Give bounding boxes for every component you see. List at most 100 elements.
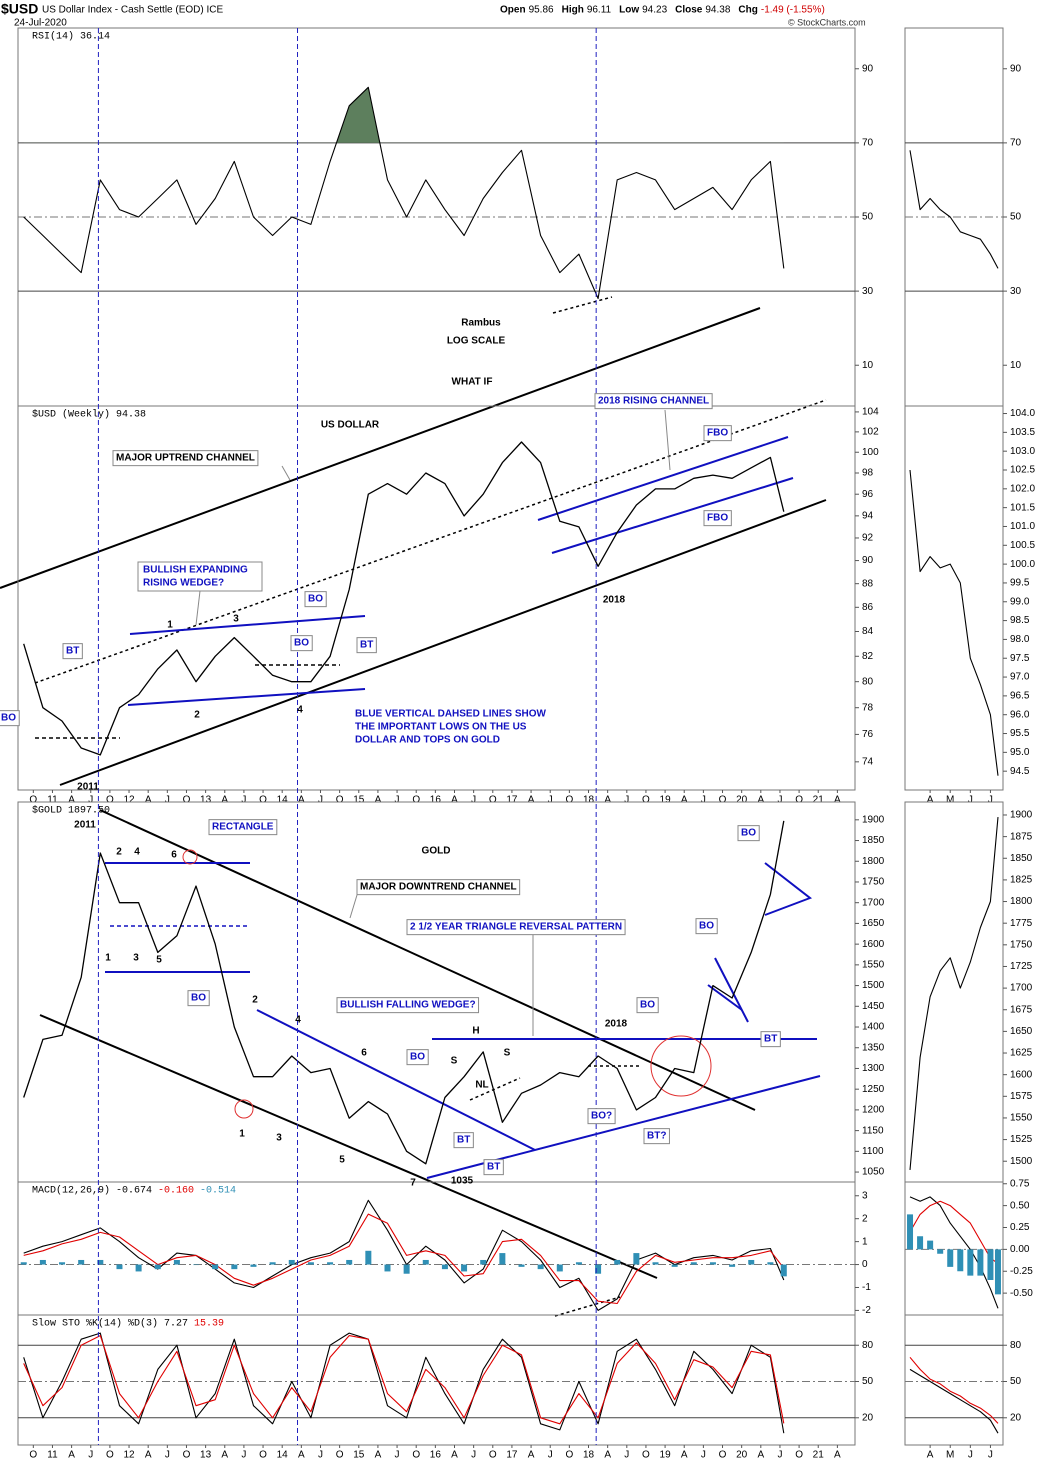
annotation: BO — [191, 993, 206, 1004]
y-tick-label: 1900 — [1010, 810, 1033, 821]
annotation: BO — [640, 1000, 655, 1011]
x-tick-label: J — [318, 795, 323, 806]
series-line — [909, 1356, 999, 1424]
x-tick-label: A — [145, 795, 152, 806]
panel: 80 50 20 A M J J — [904, 1314, 1022, 1461]
quote-value: 95.86 — [529, 5, 554, 16]
histogram-bar — [59, 1262, 66, 1265]
annotation: BO? — [591, 1111, 612, 1122]
histogram-bar — [780, 1264, 787, 1277]
trendlines — [0, 296, 827, 1317]
x-tick-label: 16 — [430, 1450, 442, 1461]
x-tick-label: J — [241, 1450, 246, 1461]
y-tick-label: 1600 — [1010, 1069, 1033, 1080]
annotation: MAJOR UPTREND CHANNEL — [116, 453, 255, 464]
y-tick-label: 96.5 — [1010, 691, 1030, 702]
annotation: BT — [360, 640, 373, 651]
trendline — [39, 1014, 658, 1279]
x-tick-label: A — [298, 1450, 305, 1461]
histogram-bar — [384, 1264, 391, 1272]
series-line — [23, 1335, 785, 1425]
x-tick-label: O — [795, 795, 803, 806]
y-tick-label: 95.5 — [1010, 728, 1030, 739]
histogram-bar — [937, 1249, 944, 1254]
y-tick-label: 1550 — [1010, 1113, 1033, 1124]
series-line — [23, 1213, 785, 1305]
y-tick-label: 98.0 — [1010, 634, 1030, 645]
annotation: BO — [308, 594, 323, 605]
highlight-circle — [182, 849, 198, 865]
watermark: © StockCharts.com — [788, 17, 866, 27]
annotation: 5 — [156, 955, 162, 966]
y-tick-label: 1800 — [862, 856, 885, 867]
annotation: 3 — [233, 614, 239, 625]
y-tick-label: 103.0 — [1010, 446, 1035, 457]
x-tick-label: O — [412, 1450, 420, 1461]
quote-value: 94.23 — [642, 5, 667, 16]
histogram-bar — [441, 1264, 448, 1270]
x-tick-label: 14 — [277, 795, 289, 806]
y-tick-label: 98 — [862, 468, 874, 479]
panel-border — [17, 1314, 856, 1446]
legend-entry: -0.160 — [158, 1186, 194, 1197]
trendline — [552, 296, 613, 314]
callout-pointer — [664, 409, 671, 471]
annotation-box — [208, 819, 278, 836]
legend-entry: -0.674 — [116, 1186, 152, 1197]
histogram-bar — [135, 1264, 142, 1272]
y-tick-label: 1700 — [862, 897, 885, 908]
trendline — [256, 1009, 536, 1151]
annotation-box — [703, 425, 732, 442]
annotation: 1 — [105, 953, 111, 964]
x-tick-label: 20 — [736, 795, 748, 806]
annotation: S — [451, 1056, 458, 1067]
annotation: BO — [741, 828, 756, 839]
panel: 90 70 50 30 10 — [904, 27, 1022, 407]
histogram-bar — [575, 1262, 582, 1265]
x-tick-label: 20 — [736, 1450, 748, 1461]
y-tick-label: 20 — [862, 1412, 874, 1423]
x-tick-label: J — [968, 795, 973, 806]
y-tick-label: 1200 — [862, 1105, 885, 1116]
annotation: 2011 — [74, 820, 96, 831]
x-tick-label: A — [221, 1450, 228, 1461]
y-tick-label: -2 — [862, 1305, 871, 1316]
annotation: 6 — [171, 850, 177, 861]
histogram-bar — [987, 1249, 994, 1280]
y-tick-label: 1850 — [862, 835, 885, 846]
annotation: FBO — [707, 428, 728, 439]
panel-title: Slow STO %K(14) %D(3) — [32, 1318, 158, 1330]
y-tick-label: 1875 — [1010, 831, 1033, 842]
histogram-bar — [20, 1262, 27, 1265]
x-tick-label: J — [624, 1450, 629, 1461]
x-tick-label: O — [565, 1450, 573, 1461]
y-tick-label: 0.25 — [1010, 1222, 1030, 1233]
x-tick-label: J — [548, 1450, 553, 1461]
y-tick-label: 1775 — [1010, 918, 1033, 929]
annotation: 3 — [133, 953, 139, 964]
x-tick-label: J — [701, 1450, 706, 1461]
y-tick-label: 95.0 — [1010, 747, 1030, 758]
x-tick-label: J — [318, 1450, 323, 1461]
annotation: NL — [475, 1080, 488, 1091]
y-tick-label: 104 — [862, 407, 879, 418]
instrument-name: US Dollar Index - Cash Settle (EOD) ICE — [42, 5, 223, 16]
annotation: BO — [1, 713, 16, 724]
x-tick-label: M — [946, 1450, 954, 1461]
annotation: BT? — [647, 1131, 666, 1142]
legend-entry: 7.27 — [164, 1319, 188, 1330]
x-tick-label: A — [834, 795, 841, 806]
x-tick-label: A — [68, 1450, 75, 1461]
histogram-bar — [231, 1264, 238, 1270]
series-line — [909, 1368, 999, 1434]
panel-title: $GOLD 1897.50 — [32, 805, 110, 817]
y-tick-label: 1625 — [1010, 1048, 1033, 1059]
panel-title: MACD(12,26,9) — [32, 1185, 110, 1197]
x-tick-label: J — [165, 795, 170, 806]
y-tick-label: -1 — [862, 1282, 871, 1293]
trendline — [537, 436, 789, 521]
histogram-bar — [633, 1253, 640, 1265]
y-tick-label: 1750 — [862, 877, 885, 888]
x-tick-label: 18 — [583, 1450, 595, 1461]
x-tick-label: O — [719, 1450, 727, 1461]
